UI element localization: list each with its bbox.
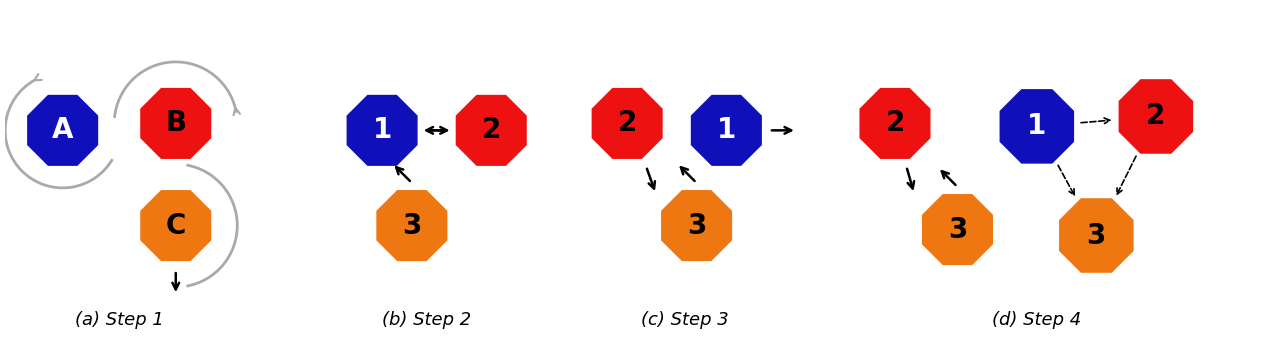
- Text: 3: 3: [947, 215, 967, 244]
- Text: (b) Step 2: (b) Step 2: [382, 311, 471, 329]
- Polygon shape: [28, 95, 98, 165]
- Polygon shape: [347, 95, 417, 165]
- Text: 2: 2: [1147, 102, 1166, 130]
- Text: 2: 2: [481, 116, 501, 144]
- Polygon shape: [1120, 80, 1193, 153]
- Text: A: A: [51, 116, 73, 144]
- Text: 1: 1: [1027, 112, 1046, 140]
- Text: 2: 2: [618, 109, 637, 137]
- Polygon shape: [592, 89, 662, 158]
- Polygon shape: [860, 89, 929, 158]
- Polygon shape: [1000, 90, 1073, 163]
- Text: 3: 3: [402, 212, 422, 239]
- Text: (c) Step 3: (c) Step 3: [641, 311, 728, 329]
- Text: (a) Step 1: (a) Step 1: [75, 311, 163, 329]
- Polygon shape: [923, 195, 992, 264]
- Text: 2: 2: [885, 109, 905, 137]
- Text: 3: 3: [687, 212, 707, 239]
- Polygon shape: [691, 95, 761, 165]
- Polygon shape: [142, 89, 211, 158]
- Polygon shape: [662, 191, 731, 260]
- Polygon shape: [1059, 199, 1133, 272]
- Text: 3: 3: [1086, 222, 1106, 250]
- Text: B: B: [165, 109, 187, 137]
- Polygon shape: [377, 191, 447, 260]
- Text: 1: 1: [717, 116, 736, 144]
- Text: C: C: [166, 212, 185, 239]
- Polygon shape: [142, 191, 211, 260]
- Text: (d) Step 4: (d) Step 4: [992, 311, 1081, 329]
- Polygon shape: [457, 95, 526, 165]
- Text: 1: 1: [372, 116, 391, 144]
